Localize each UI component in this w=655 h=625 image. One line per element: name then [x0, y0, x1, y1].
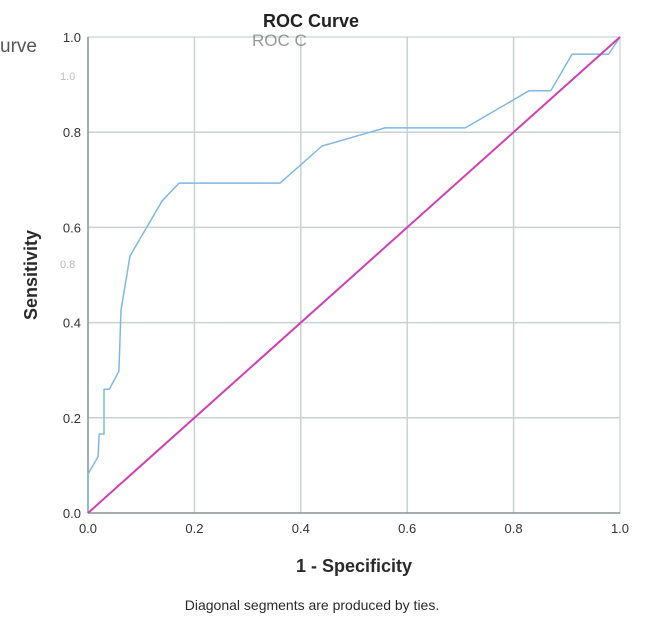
y-axis-label: Sensitivity: [21, 230, 41, 320]
x-tick-label: 0.4: [292, 521, 310, 536]
series-group: [87, 36, 621, 514]
footnote: Diagonal segments are produced by ties.: [185, 597, 439, 613]
ghost-tick-artifact-top: 1.0: [60, 71, 75, 83]
reference-diagonal-line: [87, 36, 621, 514]
y-tick-label: 0.4: [63, 316, 81, 331]
y-tick-label: 0.0: [63, 506, 81, 521]
x-tick-label: 0.2: [185, 521, 203, 536]
x-tick-label: 0.0: [79, 521, 97, 536]
ghost-tick-artifact-mid: 0.8: [60, 259, 75, 271]
x-axis-label: 1 - Specificity: [296, 556, 412, 576]
x-tick-label: 1.0: [611, 521, 629, 536]
chart-title: ROC Curve: [263, 11, 359, 31]
left-clip-text: urve: [0, 36, 37, 57]
x-tick-label: 0.8: [505, 521, 523, 536]
ghost-title-artifact: ROC C: [252, 31, 307, 50]
y-tick-labels: 0.0 0.2 0.4 0.6 0.8 1.0: [63, 30, 81, 521]
grid-lines: [88, 37, 620, 513]
y-tick-label: 0.2: [63, 411, 81, 426]
roc-curve-line: [87, 36, 621, 513]
x-tick-labels: 0.0 0.2 0.4 0.6 0.8 1.0: [79, 521, 629, 536]
y-tick-label: 0.6: [63, 220, 81, 235]
x-tick-label: 0.6: [398, 521, 416, 536]
y-tick-label: 1.0: [63, 30, 81, 45]
y-tick-label: 0.8: [63, 125, 81, 140]
